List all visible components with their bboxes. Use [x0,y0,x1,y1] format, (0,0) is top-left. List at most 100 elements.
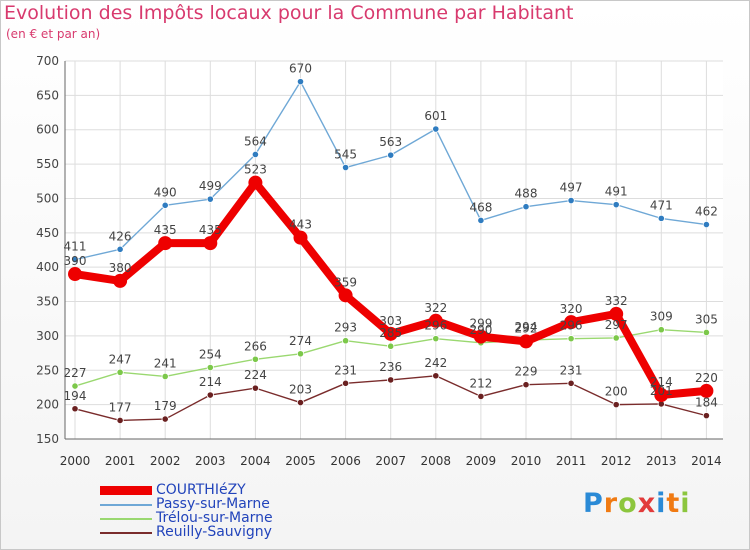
y-tick-label: 500 [36,191,59,205]
data-point [251,384,259,392]
data-point [116,245,124,253]
data-label: 380 [109,261,132,275]
x-tick-label: 2008 [421,454,452,468]
data-label: 523 [244,163,267,177]
data-label: 177 [109,400,132,414]
data-point [522,381,530,389]
data-point [387,151,395,159]
data-label: 231 [334,363,357,377]
data-label: 227 [64,366,87,380]
data-point [567,379,575,387]
data-point [206,195,214,203]
data-label: 224 [244,368,267,382]
data-label: 332 [605,294,628,308]
data-label: 247 [109,352,132,366]
data-point [71,405,79,413]
data-label: 220 [695,371,718,385]
data-label: 563 [379,135,402,149]
data-label: 468 [469,200,492,214]
data-label: 242 [424,356,447,370]
data-label: 254 [199,348,222,362]
data-point [206,391,214,399]
y-tick-label: 550 [36,157,59,171]
data-point [564,315,579,330]
data-point [251,150,259,159]
data-label: 670 [289,62,312,76]
data-label: 200 [605,385,628,399]
data-label: 201 [650,384,673,398]
data-label: 299 [469,317,492,331]
legend-label: Passy-sur-Marne [156,496,270,512]
data-label: 564 [244,134,267,148]
data-point [383,326,398,341]
data-point [296,398,305,407]
data-point [519,334,533,349]
data-point [477,392,485,400]
data-label: 297 [605,318,628,332]
logo-letter: t [666,488,681,519]
data-point [206,363,214,372]
data-label: 601 [424,109,447,123]
x-tick-label: 2000 [60,454,91,468]
data-label: 203 [289,383,312,397]
data-point [161,415,169,423]
data-label: 214 [199,375,222,389]
chart-subtitle: (en € et par an) [6,27,101,41]
data-label: 497 [560,181,583,195]
data-point [612,201,620,209]
data-point [341,379,350,387]
data-label: 443 [289,218,312,232]
data-label: 490 [154,185,177,199]
data-label: 296 [560,319,583,333]
x-tick-label: 2007 [375,454,406,468]
y-tick-label: 400 [36,260,59,274]
data-label: 305 [695,312,718,326]
data-label: 236 [379,360,402,374]
data-label: 426 [109,229,132,243]
data-point [522,203,530,211]
y-tick-label: 650 [36,88,59,102]
data-point [387,342,395,350]
logo-letter: r [603,488,619,519]
data-point [387,376,395,384]
logo-letter: o [618,488,638,519]
data-point [161,201,169,209]
data-label: 303 [379,314,402,328]
y-tick-label: 350 [36,295,59,309]
data-label: 194 [64,389,87,403]
data-point [203,236,218,251]
data-point [567,196,575,205]
data-label: 293 [334,321,357,335]
data-point [567,335,575,343]
data-point [161,372,169,381]
legend-swatch [100,518,152,520]
y-tick-label: 200 [36,398,59,412]
data-label: 296 [424,319,447,333]
x-tick-label: 2001 [105,454,136,468]
x-tick-label: 2006 [330,454,361,468]
data-point [251,355,259,363]
legend-swatch [100,486,152,495]
data-point [338,288,353,303]
data-point [657,326,665,334]
data-label: 241 [154,356,177,370]
data-label: 214 [650,375,673,389]
data-point [477,216,485,225]
data-point [428,313,443,328]
data-point [248,175,263,190]
data-point [702,220,711,229]
data-label: 462 [695,205,718,219]
data-point [341,337,350,345]
data-label: 499 [199,179,222,193]
data-point [293,230,308,245]
y-tick-label: 450 [36,226,59,240]
data-label: 274 [289,334,312,348]
data-label: 184 [695,396,718,410]
data-point [296,350,305,358]
legend-label: Trélou-sur-Marne [156,510,273,526]
data-point [699,383,714,398]
data-point [341,163,350,172]
data-point [113,273,128,288]
x-tick-label: 2014 [691,454,722,468]
x-tick-label: 2002 [150,454,181,468]
